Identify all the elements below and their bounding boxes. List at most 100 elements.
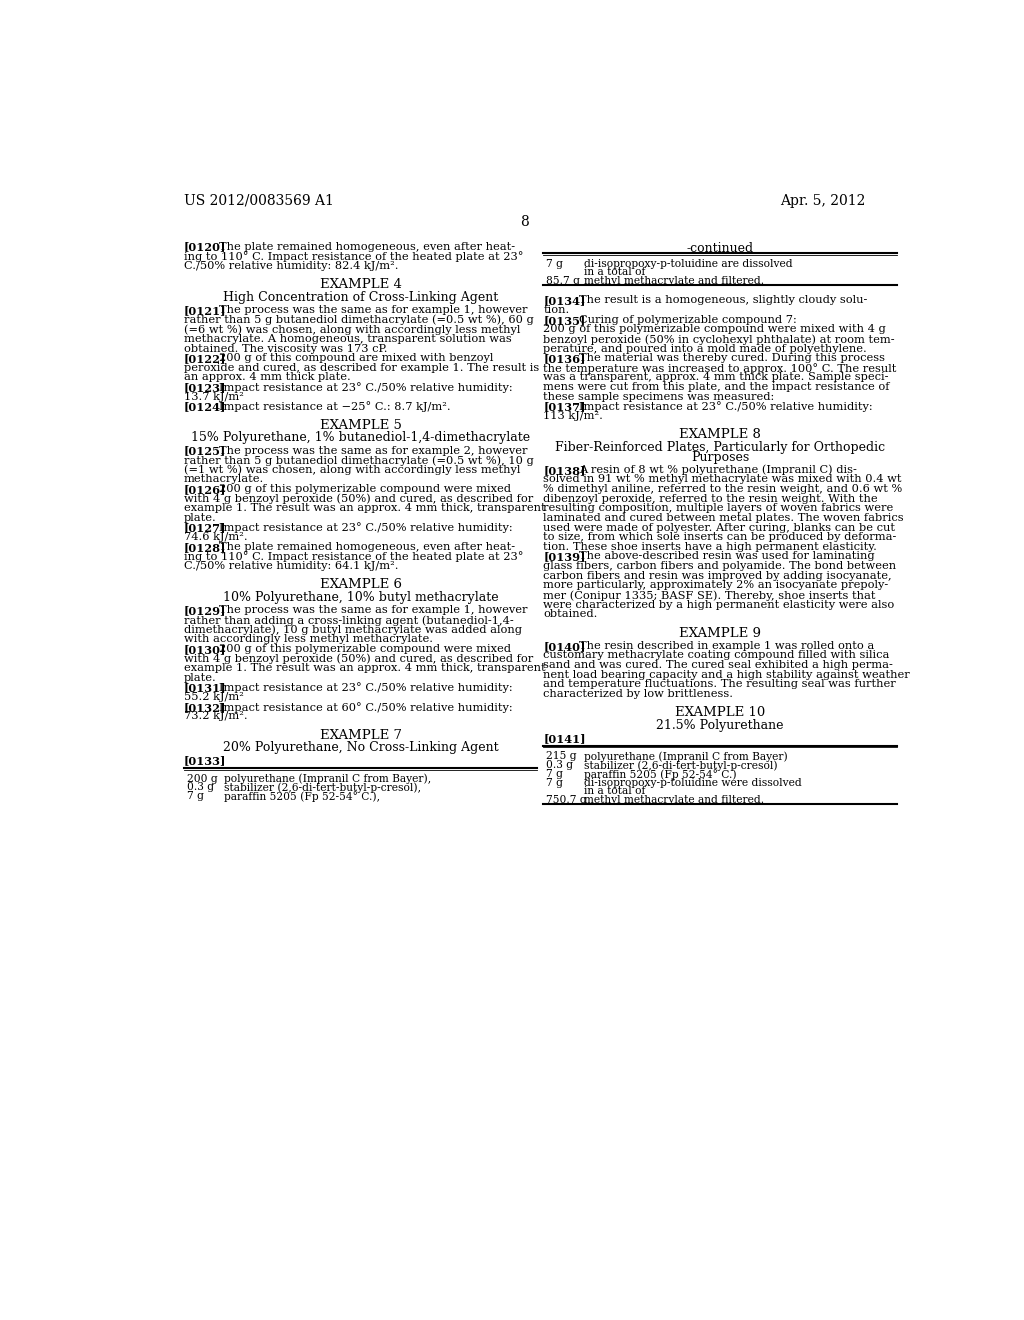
Text: paraffin 5205 (Fp 52-54° C.),: paraffin 5205 (Fp 52-54° C.),	[224, 792, 380, 803]
Text: rather than 5 g butanediol dimethacrylate (=0.5 wt %), 60 g: rather than 5 g butanediol dimethacrylat…	[183, 314, 534, 325]
Text: EXAMPLE 7: EXAMPLE 7	[319, 729, 401, 742]
Text: 0.3 g: 0.3 g	[547, 760, 573, 770]
Text: 15% Polyurethane, 1% butanediol-1,4-dimethacrylate: 15% Polyurethane, 1% butanediol-1,4-dime…	[190, 432, 530, 445]
Text: dimethacrylate), 10 g butyl methacrylate was added along: dimethacrylate), 10 g butyl methacrylate…	[183, 624, 522, 635]
Text: % dimethyl aniline, referred to the resin weight, and 0.6 wt %: % dimethyl aniline, referred to the resi…	[544, 484, 902, 494]
Text: methacrylate. A homogeneous, transparent solution was: methacrylate. A homogeneous, transparent…	[183, 334, 512, 345]
Text: 200 g of this polymerizable compound were mixed: 200 g of this polymerizable compound wer…	[219, 484, 511, 494]
Text: Impact resistance at −25° C.: 8.7 kJ/m².: Impact resistance at −25° C.: 8.7 kJ/m².	[219, 401, 452, 412]
Text: The plate remained homogeneous, even after heat-: The plate remained homogeneous, even aft…	[219, 543, 515, 552]
Text: 8: 8	[520, 215, 529, 230]
Text: tion.: tion.	[544, 305, 569, 315]
Text: EXAMPLE 5: EXAMPLE 5	[319, 418, 401, 432]
Text: with 4 g benzoyl peroxide (50%) and cured, as described for: with 4 g benzoyl peroxide (50%) and cure…	[183, 653, 534, 664]
Text: 200 g of this compound are mixed with benzoyl: 200 g of this compound are mixed with be…	[219, 354, 494, 363]
Text: The process was the same as for example 2, however: The process was the same as for example …	[219, 446, 528, 455]
Text: with 4 g benzoyl peroxide (50%) and cured, as described for: with 4 g benzoyl peroxide (50%) and cure…	[183, 494, 534, 504]
Text: [0120]: [0120]	[183, 242, 226, 252]
Text: sand and was cured. The cured seal exhibited a high perma-: sand and was cured. The cured seal exhib…	[544, 660, 893, 671]
Text: -continued: -continued	[686, 242, 754, 255]
Text: with accordingly less methyl methacrylate.: with accordingly less methyl methacrylat…	[183, 635, 433, 644]
Text: 7 g: 7 g	[187, 792, 204, 801]
Text: Impact resistance at 23° C./50% relative humidity:: Impact resistance at 23° C./50% relative…	[579, 401, 872, 412]
Text: (=6 wt %) was chosen, along with accordingly less methyl: (=6 wt %) was chosen, along with accordi…	[183, 325, 520, 335]
Text: High Concentration of Cross-Linking Agent: High Concentration of Cross-Linking Agen…	[223, 290, 498, 304]
Text: ing to 110° C. Impact resistance of the heated plate at 23°: ing to 110° C. Impact resistance of the …	[183, 552, 523, 562]
Text: US 2012/0083569 A1: US 2012/0083569 A1	[183, 194, 334, 207]
Text: (=1 wt %) was chosen, along with accordingly less methyl: (=1 wt %) was chosen, along with accordi…	[183, 465, 520, 475]
Text: 750.7 g: 750.7 g	[547, 795, 587, 805]
Text: 7 g: 7 g	[547, 770, 563, 779]
Text: perature, and poured into a mold made of polyethylene.: perature, and poured into a mold made of…	[544, 343, 867, 354]
Text: [0129]: [0129]	[183, 606, 226, 616]
Text: [0123]: [0123]	[183, 381, 226, 393]
Text: Impact resistance at 60° C./50% relative humidity:: Impact resistance at 60° C./50% relative…	[219, 702, 513, 713]
Text: Impact resistance at 23° C./50% relative humidity:: Impact resistance at 23° C./50% relative…	[219, 381, 513, 393]
Text: carbon fibers and resin was improved by adding isocyanate,: carbon fibers and resin was improved by …	[544, 570, 892, 581]
Text: 200 g of this polymerizable compound were mixed: 200 g of this polymerizable compound wer…	[219, 644, 511, 653]
Text: dibenzoyl peroxide, referred to the resin weight. With the: dibenzoyl peroxide, referred to the resi…	[544, 494, 878, 504]
Text: [0131]: [0131]	[183, 682, 226, 693]
Text: EXAMPLE 6: EXAMPLE 6	[319, 578, 401, 591]
Text: The material was thereby cured. During this process: The material was thereby cured. During t…	[579, 354, 885, 363]
Text: tion. These shoe inserts have a high permanent elasticity.: tion. These shoe inserts have a high per…	[544, 543, 878, 552]
Text: [0124]: [0124]	[183, 401, 226, 412]
Text: polyurethane (Impranil C from Bayer),: polyurethane (Impranil C from Bayer),	[224, 774, 431, 784]
Text: Purposes: Purposes	[691, 450, 750, 463]
Text: example 1. The result was an approx. 4 mm thick, transparent: example 1. The result was an approx. 4 m…	[183, 503, 546, 513]
Text: [0122]: [0122]	[183, 354, 226, 364]
Text: EXAMPLE 4: EXAMPLE 4	[319, 279, 401, 292]
Text: 20% Polyurethane, No Cross-Linking Agent: 20% Polyurethane, No Cross-Linking Agent	[222, 742, 499, 754]
Text: obtained. The viscosity was 173 cP.: obtained. The viscosity was 173 cP.	[183, 343, 387, 354]
Text: solved in 91 wt % methyl methacrylate was mixed with 0.4 wt: solved in 91 wt % methyl methacrylate wa…	[544, 474, 902, 484]
Text: A resin of 8 wt % polyurethane (Impranil C) dis-: A resin of 8 wt % polyurethane (Impranil…	[579, 465, 857, 475]
Text: The plate remained homogeneous, even after heat-: The plate remained homogeneous, even aft…	[219, 242, 515, 252]
Text: benzoyl peroxide (50% in cyclohexyl phthalate) at room tem-: benzoyl peroxide (50% in cyclohexyl phth…	[544, 334, 895, 345]
Text: [0128]: [0128]	[183, 543, 226, 553]
Text: 13.7 kJ/m²: 13.7 kJ/m²	[183, 392, 244, 401]
Text: stabilizer (2,6-di-tert-butyl-p-cresol): stabilizer (2,6-di-tert-butyl-p-cresol)	[584, 760, 777, 771]
Text: mer (Conipur 1335; BASF SE). Thereby, shoe inserts that: mer (Conipur 1335; BASF SE). Thereby, sh…	[544, 590, 876, 601]
Text: [0139]: [0139]	[544, 552, 586, 562]
Text: plate.: plate.	[183, 673, 216, 682]
Text: di-isopropoxy-p-toluidine were dissolved: di-isopropoxy-p-toluidine were dissolved	[584, 777, 802, 788]
Text: ing to 110° C. Impact resistance of the heated plate at 23°: ing to 110° C. Impact resistance of the …	[183, 251, 523, 263]
Text: methyl methacrylate and filtered.: methyl methacrylate and filtered.	[584, 276, 764, 286]
Text: di-isopropoxy-p-toluidine are dissolved: di-isopropoxy-p-toluidine are dissolved	[584, 259, 793, 269]
Text: these sample specimens was measured:: these sample specimens was measured:	[544, 392, 774, 401]
Text: methacrylate.: methacrylate.	[183, 474, 264, 484]
Text: in a total of: in a total of	[584, 785, 645, 796]
Text: Impact resistance at 23° C./50% relative humidity:: Impact resistance at 23° C./50% relative…	[219, 682, 513, 693]
Text: 215 g: 215 g	[547, 751, 578, 762]
Text: and temperature fluctuations. The resulting seal was further: and temperature fluctuations. The result…	[544, 680, 896, 689]
Text: 7 g: 7 g	[547, 777, 563, 788]
Text: 7 g: 7 g	[547, 259, 563, 269]
Text: polyurethane (Impranil C from Bayer): polyurethane (Impranil C from Bayer)	[584, 751, 787, 762]
Text: more particularly, approximately 2% an isocyanate prepoly-: more particularly, approximately 2% an i…	[544, 581, 889, 590]
Text: [0135]: [0135]	[544, 314, 586, 326]
Text: The resin described in example 1 was rolled onto a: The resin described in example 1 was rol…	[579, 640, 874, 651]
Text: EXAMPLE 9: EXAMPLE 9	[679, 627, 761, 640]
Text: an approx. 4 mm thick plate.: an approx. 4 mm thick plate.	[183, 372, 350, 383]
Text: [0134]: [0134]	[544, 296, 586, 306]
Text: 113 kJ/m².: 113 kJ/m².	[544, 411, 603, 421]
Text: [0138]: [0138]	[544, 465, 586, 477]
Text: 85.7 g: 85.7 g	[547, 276, 581, 286]
Text: resulting composition, multiple layers of woven fabrics were: resulting composition, multiple layers o…	[544, 503, 894, 513]
Text: 200 g of this polymerizable compound were mixed with 4 g: 200 g of this polymerizable compound wer…	[544, 325, 886, 334]
Text: rather than adding a cross-linking agent (butanediol-1,4-: rather than adding a cross-linking agent…	[183, 615, 514, 626]
Text: [0133]: [0133]	[183, 755, 226, 767]
Text: 10% Polyurethane, 10% butyl methacrylate: 10% Polyurethane, 10% butyl methacrylate	[222, 591, 499, 605]
Text: was a transparent, approx. 4 mm thick plate. Sample speci-: was a transparent, approx. 4 mm thick pl…	[544, 372, 889, 383]
Text: obtained.: obtained.	[544, 610, 598, 619]
Text: the temperature was increased to approx. 100° C. The result: the temperature was increased to approx.…	[544, 363, 897, 374]
Text: glass fibers, carbon fibers and polyamide. The bond between: glass fibers, carbon fibers and polyamid…	[544, 561, 897, 572]
Text: methyl methacrylate and filtered.: methyl methacrylate and filtered.	[584, 795, 764, 805]
Text: [0136]: [0136]	[544, 354, 586, 364]
Text: nent load bearing capacity and a high stability against weather: nent load bearing capacity and a high st…	[544, 669, 910, 680]
Text: [0126]: [0126]	[183, 484, 226, 495]
Text: Apr. 5, 2012: Apr. 5, 2012	[780, 194, 866, 207]
Text: [0141]: [0141]	[544, 733, 586, 744]
Text: EXAMPLE 10: EXAMPLE 10	[675, 706, 765, 719]
Text: [0121]: [0121]	[183, 305, 226, 315]
